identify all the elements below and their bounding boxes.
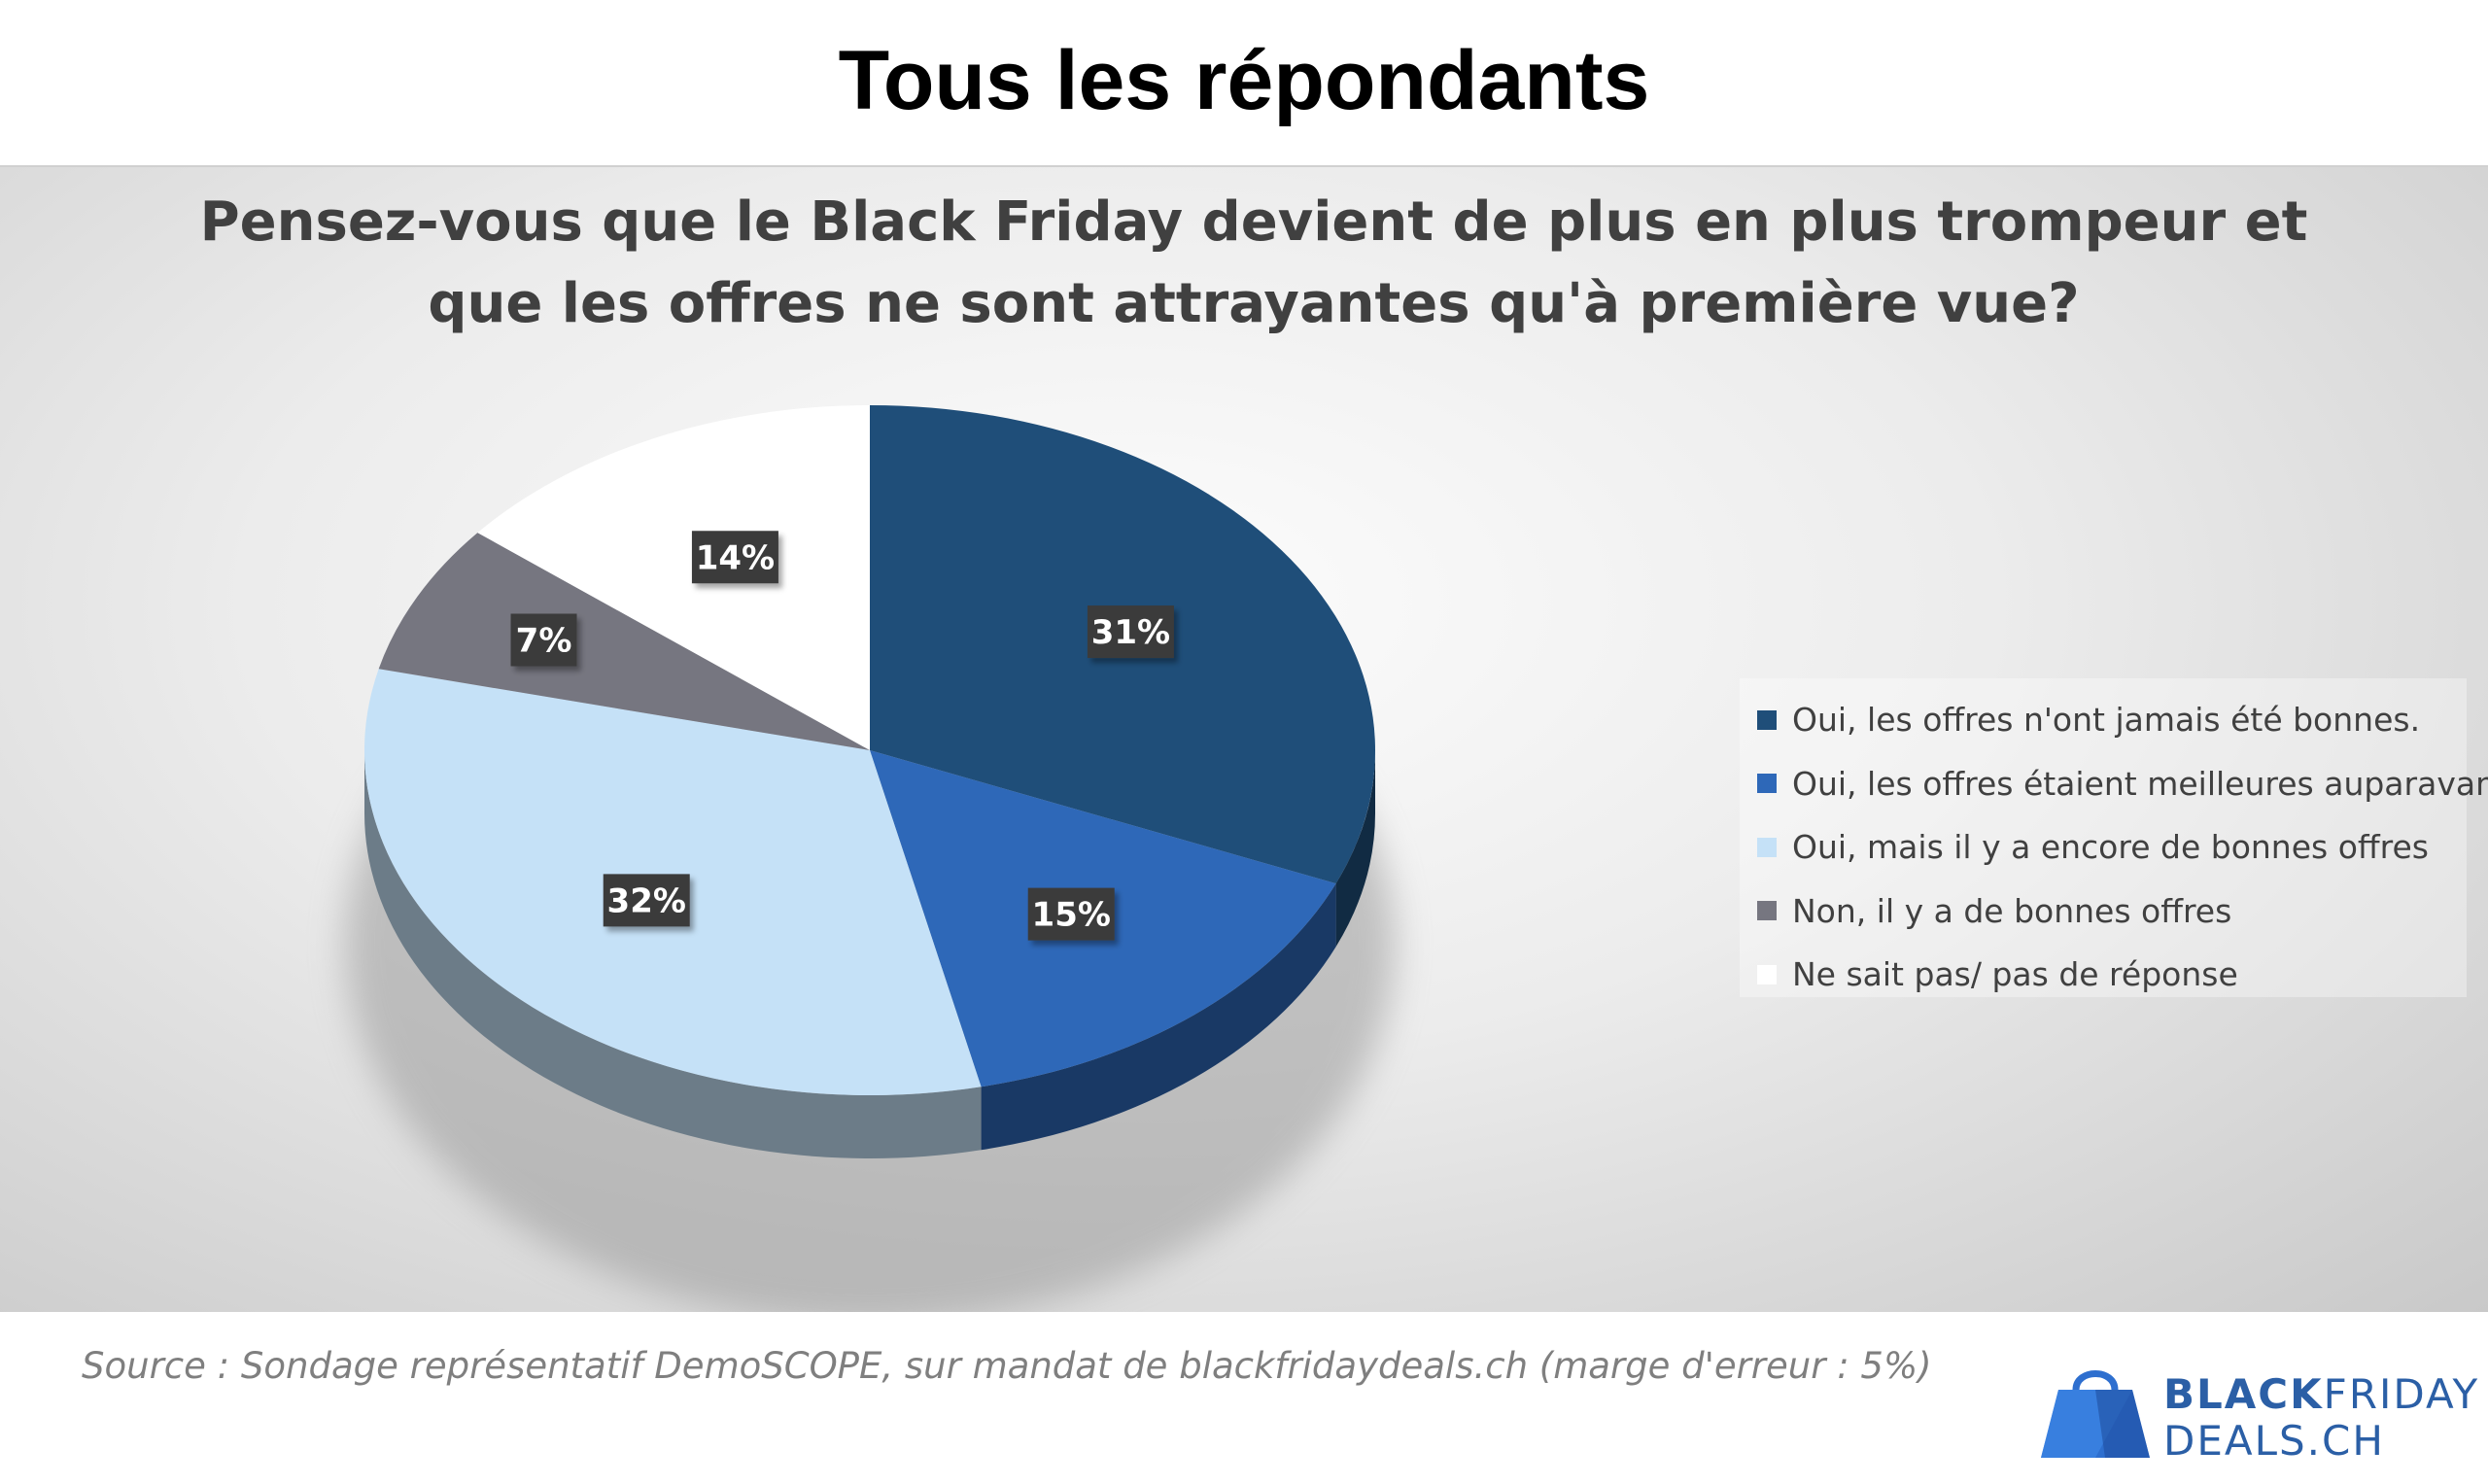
data-label-4: 7% — [510, 613, 577, 667]
pie-slice-5 — [477, 405, 870, 750]
legend-label: Oui, mais il y a encore de bonnes offres — [1792, 828, 2429, 867]
data-label-5: 14% — [691, 531, 778, 584]
data-label-1: 31% — [1087, 605, 1174, 659]
data-label-text: 32% — [607, 881, 686, 920]
data-label-box — [1087, 605, 1174, 659]
chart-panel: Pensez-vous que le Black Friday devient … — [0, 165, 2488, 1312]
data-label-text: 7% — [516, 621, 572, 660]
legend-label: Ne sait pas/ pas de réponse — [1792, 955, 2238, 994]
legend-item-3: Oui, mais il y a encore de bonnes offres — [1757, 815, 2467, 880]
data-label-2: 15% — [1027, 887, 1115, 941]
source-note: Source : Sondage représentatif DemoSCOPE… — [82, 1345, 1932, 1387]
data-label-box — [1027, 887, 1115, 941]
chart-title: Pensez-vous que le Black Friday devient … — [175, 182, 2332, 345]
legend-swatch — [1757, 901, 1777, 921]
pie-top — [364, 405, 1375, 1095]
brand-logo-black: BLACK — [2163, 1370, 2324, 1418]
legend-swatch — [1757, 964, 1777, 984]
data-label-box — [603, 874, 690, 927]
chart-title-line-1: Pensez-vous que le Black Friday devient … — [199, 190, 2308, 254]
pie-slice-4 — [378, 533, 870, 750]
chart-title-line-2: que les offres ne sont attrayantes qu'à … — [428, 272, 2080, 335]
legend-item-1: Oui, les offres n'ont jamais été bonnes. — [1757, 688, 2467, 752]
data-label-text: 15% — [1032, 896, 1111, 935]
data-label-box — [510, 613, 577, 667]
pie-sides — [364, 750, 1375, 1158]
legend-label: Oui, les offres étaient meilleures aupar… — [1792, 764, 2488, 803]
brand-logo-line-1: BLACKFRIDAY — [2163, 1370, 2479, 1418]
pie-side-1 — [1335, 750, 1375, 948]
data-label-3: 32% — [603, 874, 690, 927]
legend-item-5: Ne sait pas/ pas de réponse — [1757, 943, 2467, 1007]
legend-item-4: Non, il y a de bonnes offres — [1757, 880, 2467, 944]
brand-logo-line-2: DEALS.CH — [2163, 1417, 2385, 1465]
pie-data-labels: 31% 15% 32% 7% 14% — [510, 531, 1174, 941]
data-label-text: 14% — [696, 538, 775, 577]
data-label-text: 31% — [1091, 613, 1170, 652]
legend-swatch — [1757, 837, 1777, 857]
legend-swatch — [1757, 709, 1777, 730]
data-label-box — [691, 531, 778, 584]
page-title: Tous les répondants — [838, 34, 1650, 127]
legend: Oui, les offres n'ont jamais été bonnes.… — [1740, 678, 2488, 997]
legend-item-2: Oui, les offres étaient meilleures aupar… — [1757, 752, 2488, 816]
pie-chart: 31% 15% 32% 7% 14% — [345, 405, 1395, 1312]
pie-side-3 — [364, 750, 982, 1158]
legend-swatch — [1757, 774, 1777, 794]
legend-label: Non, il y a de bonnes offres — [1792, 891, 2232, 930]
brand-logo: BLACKFRIDAY DEALS.CH — [2037, 1361, 2477, 1467]
shopping-bag-icon — [2041, 1370, 2150, 1458]
pie-side-2 — [981, 883, 1336, 1151]
legend-label: Oui, les offres n'ont jamais été bonnes. — [1792, 701, 2421, 740]
brand-logo-friday: FRIDAY — [2323, 1370, 2480, 1418]
